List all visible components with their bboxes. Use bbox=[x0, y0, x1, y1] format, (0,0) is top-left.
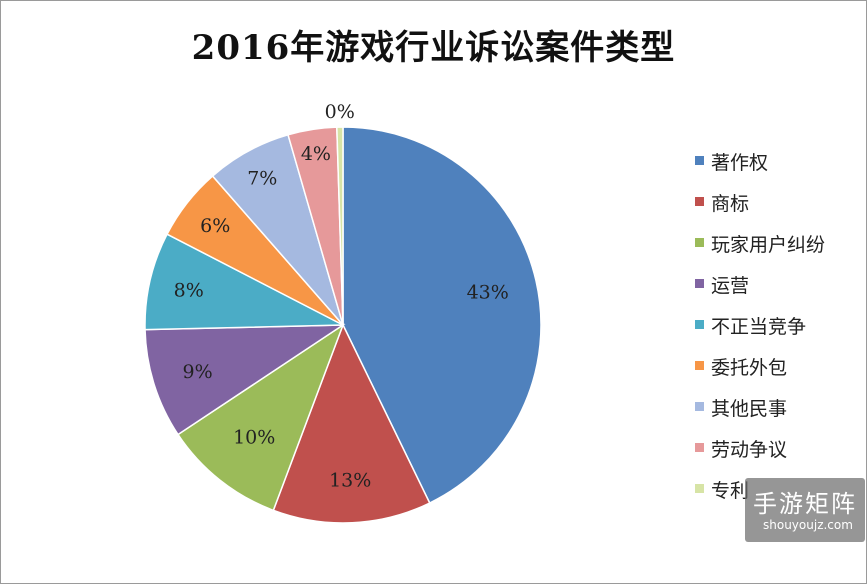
data-label-3: 10% bbox=[233, 427, 275, 449]
chart-title: 2016年游戏行业诉讼案件类型 bbox=[191, 28, 676, 68]
legend-swatch bbox=[695, 443, 704, 452]
legend-swatch bbox=[695, 320, 704, 329]
pie-slice-4 bbox=[144, 324, 346, 436]
legend-swatch bbox=[695, 156, 704, 165]
data-label-5: 8% bbox=[174, 279, 204, 301]
pie-slice-1 bbox=[342, 126, 542, 505]
data-label-2: 13% bbox=[329, 469, 371, 491]
watermark-url: shouyoujz.com bbox=[763, 518, 853, 532]
legend-swatch bbox=[695, 484, 704, 493]
legend-label: 商标 bbox=[711, 193, 750, 215]
legend-label: 委托外包 bbox=[711, 357, 788, 379]
watermark: 手游矩阵 shouyoujz.com bbox=[745, 478, 865, 542]
legend-swatch bbox=[695, 279, 704, 288]
legend-swatch bbox=[695, 238, 704, 247]
legend-swatch bbox=[695, 197, 704, 206]
legend-label: 运营 bbox=[711, 275, 750, 297]
legend-label: 劳动争议 bbox=[711, 439, 788, 461]
pie-slice-2 bbox=[272, 323, 431, 524]
data-label-6: 6% bbox=[200, 215, 230, 237]
legend-swatch bbox=[695, 361, 704, 370]
legend-label: 玩家用户纠纷 bbox=[711, 234, 826, 256]
data-label-9: 0% bbox=[325, 101, 355, 123]
pie-slice-5 bbox=[144, 233, 344, 331]
legend-swatch bbox=[695, 402, 704, 411]
legend-label: 专利 bbox=[711, 480, 750, 502]
watermark-brand: 手游矩阵 bbox=[753, 490, 857, 518]
data-label-7: 7% bbox=[247, 167, 277, 189]
data-label-8: 4% bbox=[301, 143, 331, 165]
legend-label: 著作权 bbox=[711, 152, 769, 174]
pie-slice-9 bbox=[336, 126, 344, 326]
legend-label: 不正当竞争 bbox=[711, 316, 807, 338]
legend-label: 其他民事 bbox=[711, 398, 788, 420]
data-label-1: 43% bbox=[467, 282, 509, 304]
pie-slice-3 bbox=[177, 323, 345, 512]
data-label-4: 9% bbox=[183, 361, 213, 383]
